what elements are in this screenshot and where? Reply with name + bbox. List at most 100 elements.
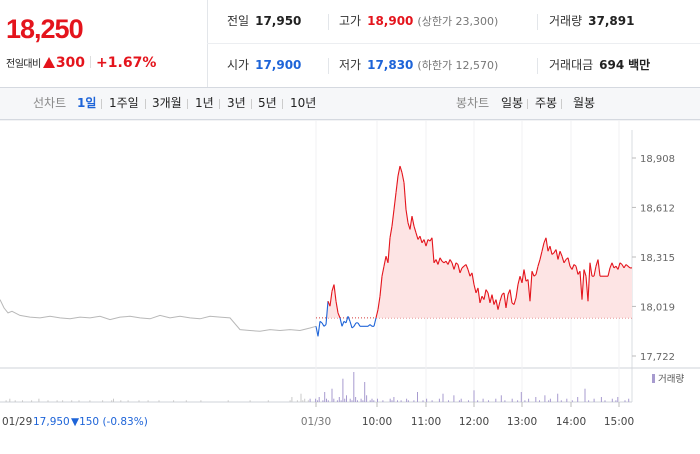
tab-daily[interactable]: 일봉 — [501, 96, 524, 110]
tab-1d[interactable]: 1일 — [77, 96, 97, 110]
today-series-segment — [357, 322, 361, 327]
divider — [561, 99, 562, 109]
tab-1w[interactable]: 1주일 — [109, 96, 139, 110]
volume-bar — [604, 400, 606, 402]
today-series-segment — [621, 264, 625, 269]
today-series-segment — [625, 264, 629, 267]
volume-bar — [318, 397, 320, 402]
volume-bar — [357, 400, 358, 402]
tab-3m[interactable]: 3개월 — [152, 96, 182, 110]
today-series-segment — [611, 262, 615, 269]
volume-bar — [377, 398, 378, 402]
tab-10y[interactable]: 10년 — [290, 96, 317, 110]
stats-row: 시가 17,900 저가 17,830 (하한가 12,570) 거래대금 694 백만 — [207, 44, 700, 87]
today-series-segment — [587, 262, 591, 302]
volume-bar — [495, 398, 497, 402]
change-value: 300 — [55, 55, 86, 71]
tab-weekly[interactable]: 주봉 — [535, 96, 558, 110]
volume-bar — [364, 382, 366, 402]
today-series-segment — [351, 325, 355, 329]
volume-bar — [173, 400, 175, 402]
prev-close-stat: 전일 17,950 — [227, 0, 301, 43]
today-series-segment — [541, 242, 545, 252]
today-series-segment — [399, 165, 403, 173]
volume-bar — [349, 398, 351, 402]
price-change: 전일대비 300 +1.67% — [6, 55, 156, 71]
today-series-segment — [439, 257, 443, 262]
today-series-segment — [531, 270, 535, 277]
today-series-segment — [397, 165, 401, 177]
today-series-segment — [457, 264, 461, 274]
today-series-segment — [325, 301, 329, 325]
today-series-segment — [483, 289, 487, 300]
volume-bar — [588, 400, 590, 402]
stat-label: 시가 — [227, 58, 250, 72]
today-series-segment — [557, 251, 561, 260]
today-series-segment — [389, 226, 393, 238]
tab-5y[interactable]: 5년 — [258, 96, 277, 110]
today-series-segment — [373, 317, 377, 327]
today-series-segment — [477, 287, 481, 303]
volume-bar — [200, 400, 202, 402]
chart-period-tabs: 선차트 1일 1주일 3개월 1년 3년 5년 10년 봉차트 일봉 주봉 월봉 — [0, 88, 700, 120]
stat-value: 17,950 — [255, 14, 302, 28]
today-series-segment — [447, 259, 451, 265]
volume-bar — [577, 397, 579, 402]
volume-bar — [47, 400, 49, 402]
upper-limit: (상한가 23,300) — [417, 15, 499, 28]
volume-bar — [371, 398, 373, 402]
today-series-segment — [401, 172, 405, 183]
volume-bar — [249, 400, 251, 402]
today-series-segment — [387, 237, 391, 263]
today-series-segment — [515, 284, 519, 298]
divider — [219, 99, 220, 109]
volume-bar — [78, 400, 80, 402]
volume-bar — [528, 398, 530, 402]
today-series-segment — [317, 321, 321, 337]
today-series-segment — [473, 284, 477, 294]
volume-bar — [333, 398, 335, 402]
tab-3y[interactable]: 3년 — [227, 96, 246, 110]
volume-bar — [382, 400, 384, 402]
today-series-segment — [503, 292, 507, 308]
prev-day-change: ▼150 (-0.83%) — [71, 416, 148, 428]
tab-monthly[interactable]: 월봉 — [573, 96, 596, 110]
today-series-segment — [509, 289, 513, 303]
volume-bar — [548, 400, 550, 402]
volume-bar — [373, 400, 375, 402]
volume-bar — [307, 400, 309, 402]
today-series-segment — [495, 299, 499, 310]
volume-bar — [22, 400, 23, 402]
today-series-segment — [345, 316, 349, 324]
stats-panel: 전일 17,950 고가 18,900 (상한가 23,300) 거래량 37,891 … — [207, 0, 700, 87]
today-series-segment — [545, 237, 549, 252]
open-stat: 시가 17,900 — [227, 44, 301, 87]
volume-bar — [346, 395, 347, 402]
tab-1y[interactable]: 1년 — [195, 96, 214, 110]
volume-bar — [535, 397, 537, 402]
today-series-segment — [559, 250, 563, 257]
x-tick-label: 12:00 — [459, 416, 489, 428]
volume-bar — [460, 398, 462, 402]
today-series-segment — [607, 267, 611, 277]
volume-bar — [482, 398, 484, 402]
x-tick-label: 01/30 — [301, 416, 331, 428]
volume-stat: 거래량 37,891 — [549, 0, 634, 43]
today-series-segment — [467, 269, 471, 277]
volume-bar — [9, 398, 11, 402]
volume-bar — [615, 400, 617, 402]
volume-legend-swatch — [652, 374, 655, 383]
today-series-segment — [347, 316, 351, 322]
today-series-segment — [369, 324, 373, 327]
today-series-segment — [609, 262, 613, 269]
today-series-segment — [423, 239, 427, 247]
volume-bar — [304, 398, 306, 402]
today-series-segment — [529, 271, 533, 302]
volume-bar — [71, 400, 73, 402]
today-series-segment — [523, 269, 527, 282]
today-series-segment — [419, 235, 423, 243]
stat-label: 전일 — [227, 14, 250, 28]
volume-bar — [351, 400, 353, 402]
divider — [328, 14, 329, 30]
volume-bar — [89, 400, 91, 402]
